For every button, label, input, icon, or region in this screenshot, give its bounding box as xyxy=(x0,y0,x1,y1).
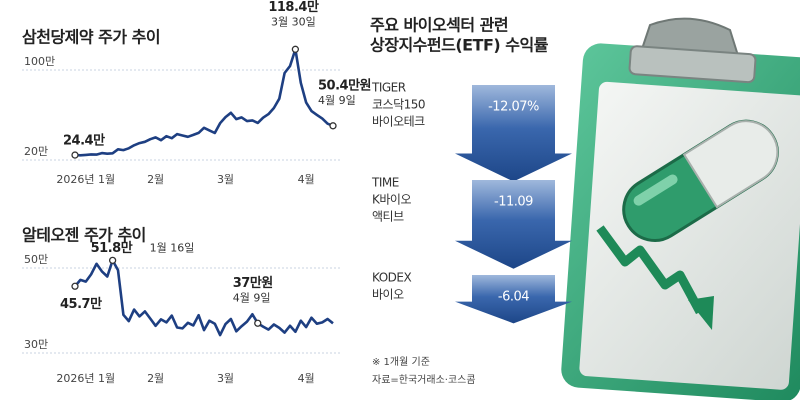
x-tick-label: 2026년 1월 xyxy=(56,173,115,186)
value-label: -6.04 xyxy=(498,290,529,305)
category-label: K바이오 xyxy=(372,193,411,207)
x-tick-label: 2월 xyxy=(147,372,164,385)
return-arrow xyxy=(455,180,572,269)
point-marker xyxy=(71,282,79,290)
point-marker xyxy=(254,319,262,327)
annotation-value: 37만원 xyxy=(233,275,273,291)
point-marker xyxy=(291,45,300,53)
return-arrow xyxy=(455,275,572,324)
value-label: -12.07% xyxy=(488,100,539,115)
note: ※ 1개월 기준 xyxy=(372,356,430,368)
price-line xyxy=(74,48,334,157)
price-line xyxy=(74,259,334,337)
y-tick-label: 100만 xyxy=(24,55,55,68)
return-arrow xyxy=(455,85,572,182)
annotation-date: 4월 9일 xyxy=(318,93,356,107)
x-tick-label: 2월 xyxy=(147,173,164,186)
annotation-date: 1월 16일 xyxy=(150,240,195,254)
y-tick-label: 30만 xyxy=(24,338,48,351)
category-label: 액티브 xyxy=(372,210,404,224)
annotation-date: 4월 9일 xyxy=(233,290,271,304)
y-tick-label: 20만 xyxy=(24,145,48,158)
x-tick-label: 4월 xyxy=(298,372,315,385)
x-tick-label: 2026년 1월 xyxy=(56,372,115,385)
annotation-value: 50.4만원 xyxy=(318,77,371,93)
category-label: 코스닥150 xyxy=(372,98,425,112)
annotation-value: 45.7만 xyxy=(60,296,102,312)
chart-title: 알테오젠 주가 추이 xyxy=(22,226,146,245)
x-tick-label: 4월 xyxy=(298,173,315,186)
annotation-value: 24.4만 xyxy=(63,133,105,149)
category-label: TIME xyxy=(371,176,399,190)
note: 자료=한국거래소·코스콤 xyxy=(372,374,476,386)
category-label: 바이오테크 xyxy=(372,115,425,129)
point-marker xyxy=(71,151,79,159)
x-tick-label: 3월 xyxy=(217,173,234,186)
annotation-date: 3월 30일 xyxy=(271,14,316,28)
clipboard-illustration xyxy=(561,17,800,400)
annotation-value: 51.8만 xyxy=(91,240,133,256)
point-marker xyxy=(329,122,337,130)
category-label: TIGER xyxy=(371,81,406,95)
x-tick-label: 3월 xyxy=(217,372,234,385)
value-label: -11.09 xyxy=(494,195,533,210)
chart-title: 상장지수펀드(ETF) 수익률 xyxy=(370,36,549,55)
chart-title: 삼천당제약 주가 추이 xyxy=(22,28,160,47)
point-marker xyxy=(108,256,117,265)
category-label: 바이오 xyxy=(372,288,404,302)
y-tick-label: 50만 xyxy=(24,253,48,266)
annotation-value: 118.4만 xyxy=(268,0,319,15)
category-label: KODEX xyxy=(372,271,411,285)
chart-title: 주요 바이오섹터 관련 xyxy=(370,16,508,35)
